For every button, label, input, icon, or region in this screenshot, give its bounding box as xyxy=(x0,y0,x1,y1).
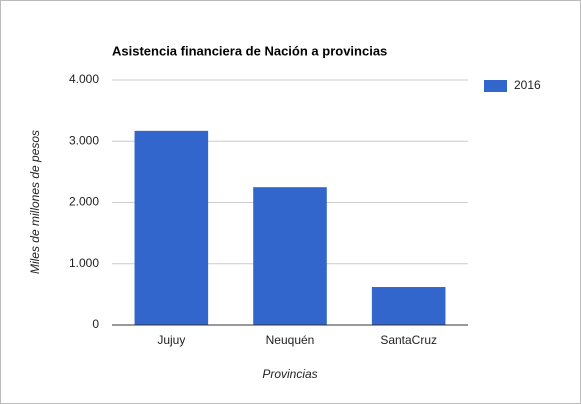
y-tick-label: 2.000 xyxy=(69,195,99,209)
x-tick-label: Jujuy xyxy=(157,333,185,347)
y-axis-title: Miles de millones de pesos xyxy=(28,130,42,274)
y-tick-label: 4.000 xyxy=(69,72,99,86)
x-tick-label: Neuquén xyxy=(266,333,315,347)
bar xyxy=(371,287,446,325)
x-tick-label: SantaCruz xyxy=(380,333,437,347)
legend-swatch xyxy=(484,80,507,92)
x-axis-title: Provincias xyxy=(262,367,317,381)
chart-title: Asistencia financiera de Nación a provin… xyxy=(112,43,387,58)
y-tick-label: 1.000 xyxy=(69,256,99,270)
y-tick-label: 0 xyxy=(92,317,99,331)
legend-label: 2016 xyxy=(514,78,541,92)
bar xyxy=(253,187,327,325)
y-tick-label: 3.000 xyxy=(69,133,99,147)
bar xyxy=(134,130,209,325)
